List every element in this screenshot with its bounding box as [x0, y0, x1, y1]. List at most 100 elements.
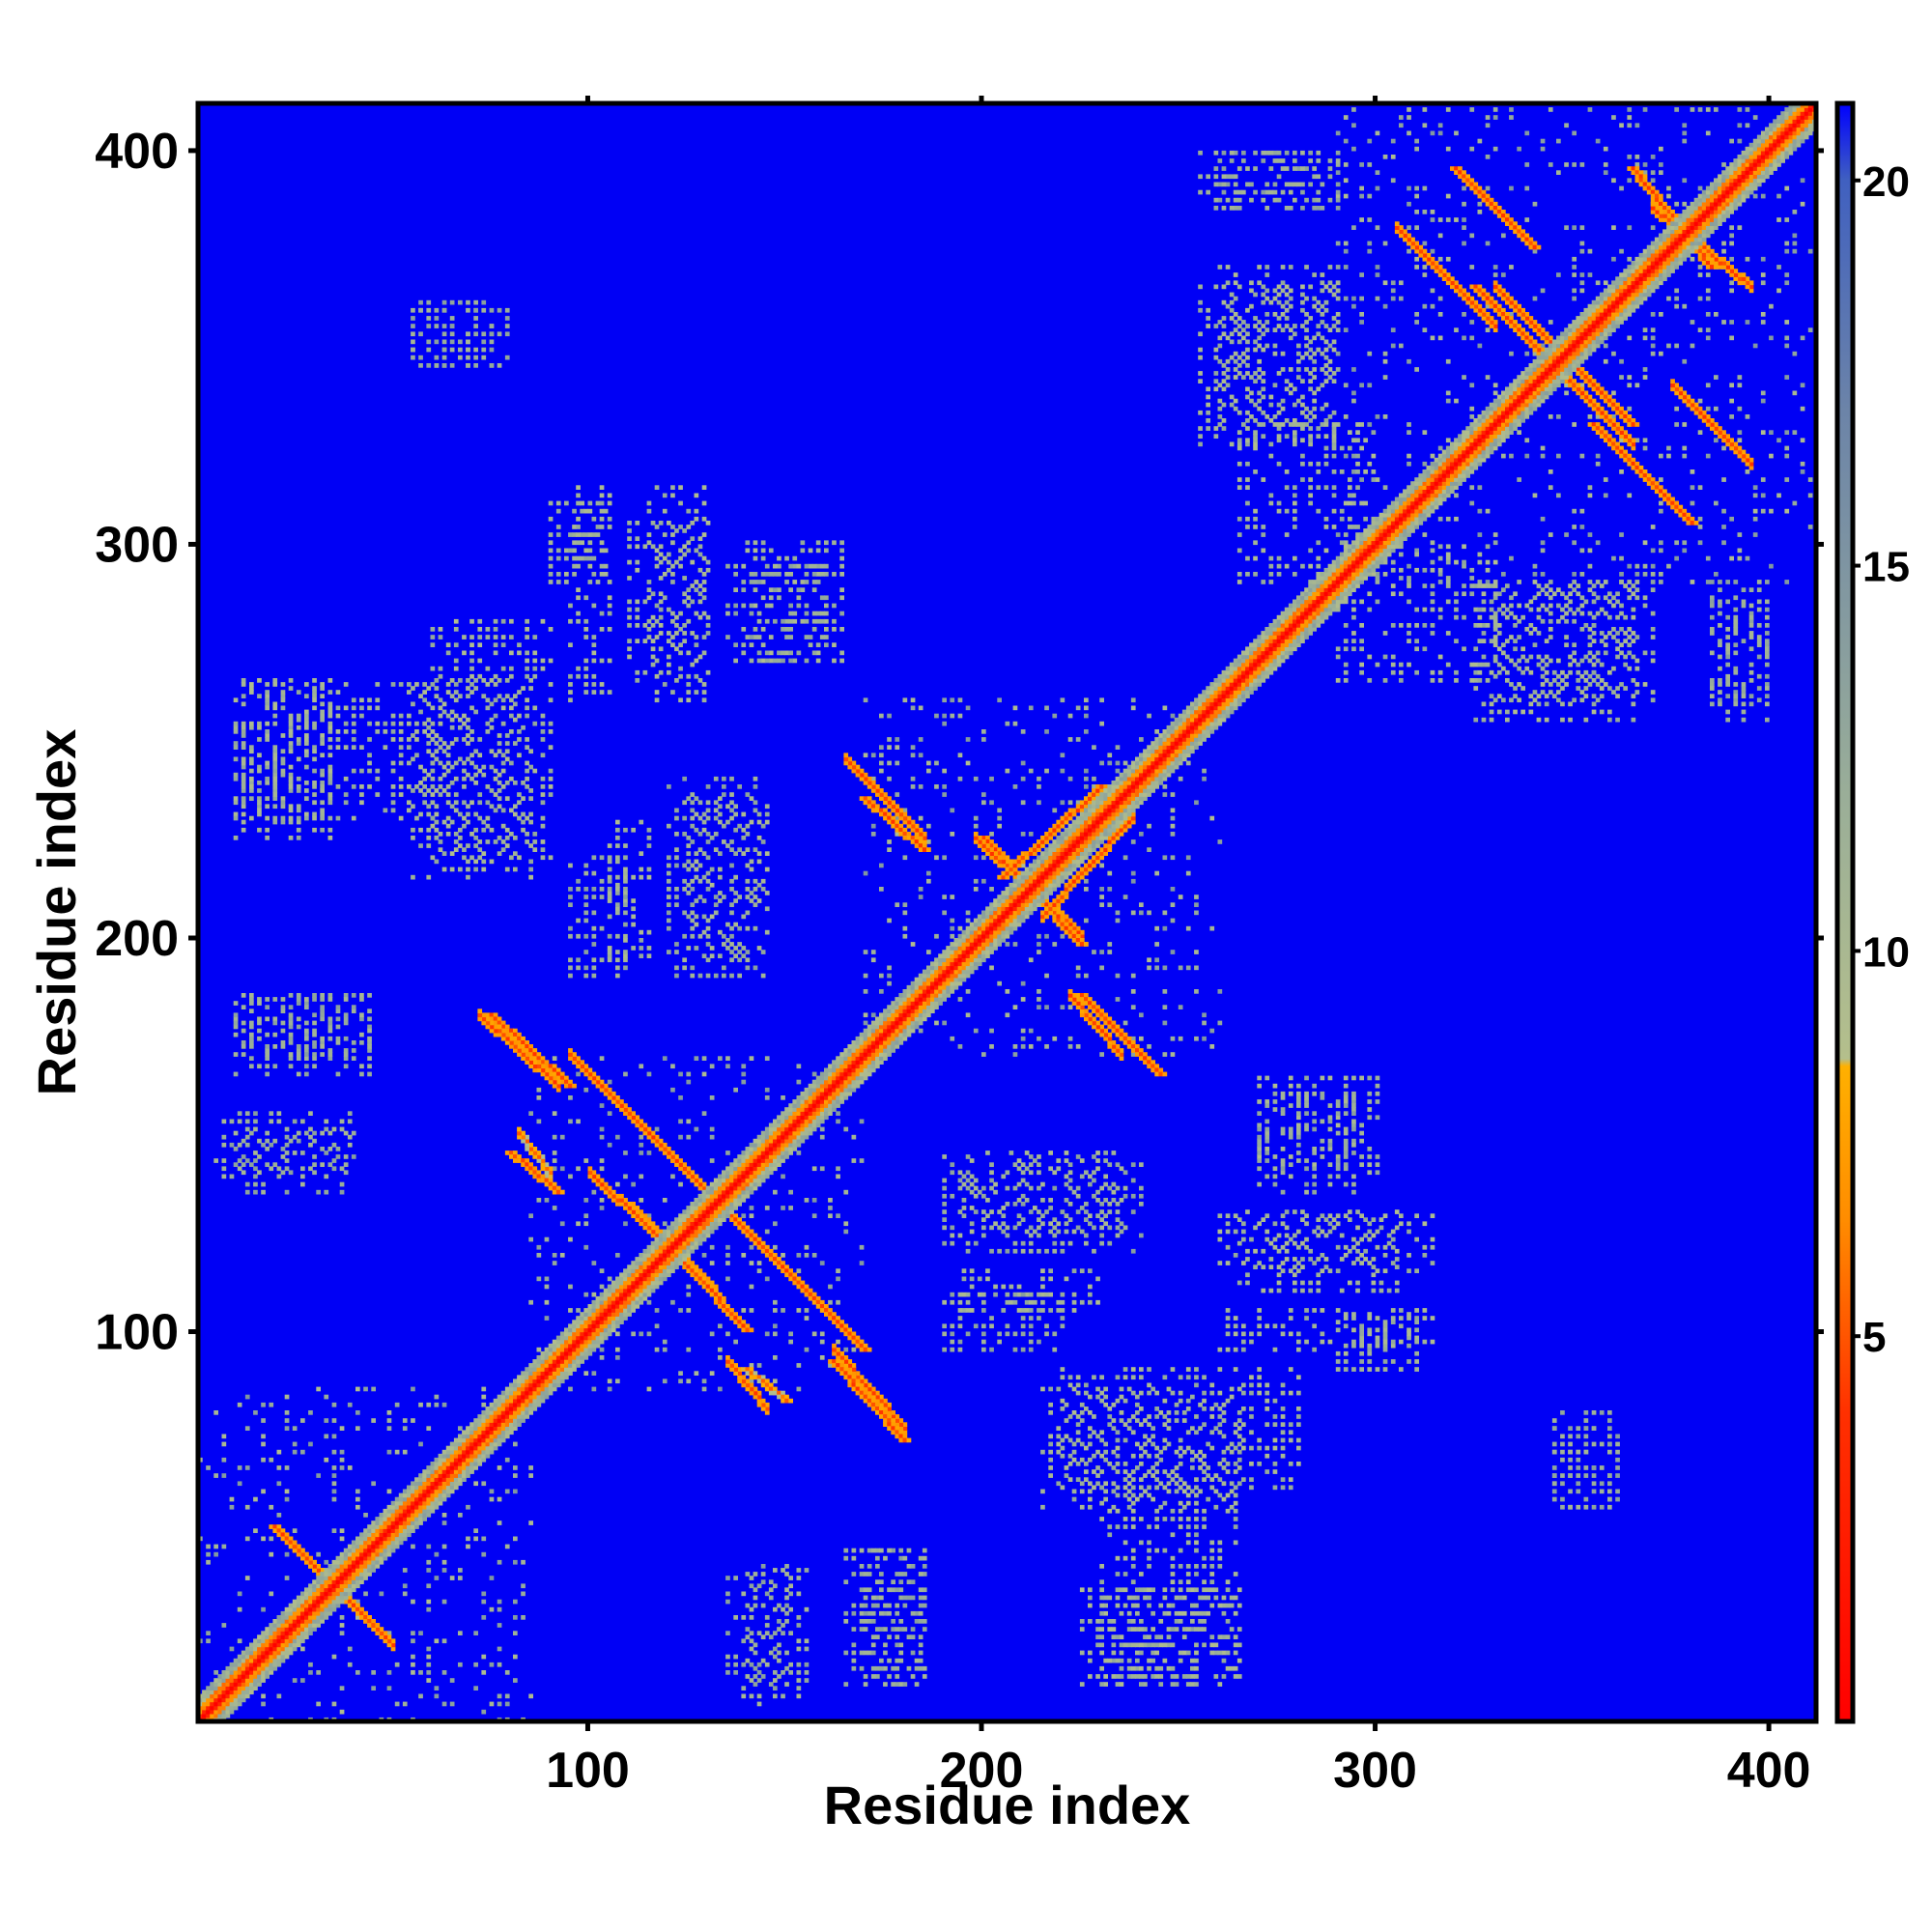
contact-region-cell	[1229, 316, 1235, 321]
domain-contact-cell	[441, 1513, 447, 1518]
contact-region-cell	[764, 851, 770, 856]
domain-contact-cell	[1587, 532, 1593, 537]
contact-region-cell	[1599, 639, 1605, 643]
contact-region-cell	[1323, 1257, 1329, 1262]
domain-contact-cell	[997, 697, 1002, 703]
contact-region-cell	[1343, 1253, 1349, 1258]
domain-contact-cell	[973, 815, 979, 821]
contact-region-cell	[1236, 1674, 1242, 1679]
contact-region-cell	[1288, 422, 1293, 427]
contact-region-cell	[1316, 426, 1321, 431]
contact-region-cell	[725, 635, 730, 639]
contact-region-cell	[221, 1158, 227, 1163]
contact-region-cell	[756, 618, 762, 624]
contact-region-cell	[784, 627, 789, 632]
contact-region-cell	[678, 525, 683, 529]
domain-contact-cell	[828, 1198, 833, 1203]
contact-region-cell	[725, 1599, 730, 1605]
domain-contact-cell	[1587, 563, 1593, 569]
domain-contact-cell	[1382, 351, 1388, 356]
contact-region-cell	[686, 882, 692, 888]
contact-region-cell	[756, 580, 762, 584]
contact-region-cell	[1607, 669, 1612, 675]
domain-contact-cell	[1595, 280, 1601, 286]
contact-region-cell	[1264, 272, 1270, 277]
domain-contact-cell	[355, 1410, 360, 1415]
contact-region-cell	[1741, 639, 1747, 643]
domain-contact-cell	[466, 1536, 470, 1542]
domain-contact-cell	[694, 1056, 699, 1061]
contact-region-cell	[922, 1564, 927, 1569]
domain-contact-cell	[528, 1473, 533, 1478]
contact-region-cell	[667, 521, 671, 526]
domain-contact-cell	[229, 1646, 235, 1652]
contact-region-cell	[749, 635, 754, 639]
contact-region-cell	[839, 658, 844, 664]
contact-region-cell	[768, 658, 774, 664]
contact-region-cell	[1048, 1457, 1053, 1463]
contact-region-cell	[733, 587, 738, 592]
contact-region-cell	[1241, 1339, 1246, 1345]
contact-region-cell	[1174, 1489, 1179, 1494]
contact-region-cell	[1111, 1650, 1117, 1656]
contact-region-cell	[1048, 1276, 1053, 1282]
contact-region-cell	[1264, 189, 1270, 195]
contact-region-cell	[320, 686, 325, 691]
domain-contact-cell	[654, 1323, 660, 1329]
domain-contact-cell	[1107, 950, 1113, 954]
contact-region-cell	[1221, 1650, 1227, 1656]
domain-contact-cell	[221, 1623, 227, 1628]
domain-contact-cell	[1492, 383, 1498, 388]
contact-region-cell	[351, 1009, 356, 1013]
contact-region-cell	[1236, 166, 1242, 171]
contact-region-cell	[280, 1009, 286, 1013]
contact-region-cell	[1335, 327, 1341, 332]
contact-region-cell	[1198, 1627, 1203, 1632]
domain-contact-cell	[1335, 265, 1341, 270]
contact-region-cell	[1375, 1154, 1380, 1159]
contact-region-cell	[898, 1642, 904, 1648]
contact-region-cell	[1190, 1489, 1195, 1494]
contact-region-cell	[1241, 1261, 1246, 1265]
contact-region-cell	[1217, 414, 1223, 419]
contact-region-cell	[324, 1189, 329, 1195]
contact-region-cell	[694, 859, 699, 865]
contact-region-cell	[1225, 367, 1231, 372]
contact-region-cell	[1135, 1595, 1140, 1601]
domain-contact-cell	[836, 1119, 840, 1124]
contact-region-cell	[1071, 1229, 1077, 1235]
contact-region-cell	[1316, 434, 1321, 439]
domain-contact-cell	[615, 1378, 620, 1384]
contact-region-cell	[1556, 673, 1561, 679]
contact-region-cell	[411, 756, 415, 762]
domain-contact-cell	[997, 815, 1002, 821]
contact-region-cell	[1320, 422, 1325, 427]
domain-contact-cell	[989, 776, 994, 781]
domain-contact-cell	[1492, 532, 1498, 537]
domain-contact-cell	[1524, 130, 1530, 136]
domain-contact-cell	[942, 855, 947, 861]
contact-region-cell	[1765, 717, 1770, 723]
contact-region-cell	[288, 819, 294, 825]
contact-region-cell	[1710, 682, 1715, 687]
contact-region-cell	[359, 1032, 364, 1037]
contact-region-cell	[1257, 1151, 1262, 1155]
contact-region-cell	[1048, 1386, 1053, 1392]
domain-contact-cell	[1115, 918, 1121, 923]
contact-region-cell	[276, 1111, 282, 1116]
domain-contact-cell	[828, 1299, 833, 1305]
contact-region-cell	[1257, 327, 1262, 332]
contact-region-cell	[1143, 1587, 1148, 1593]
contact-region-cell	[304, 1048, 309, 1053]
contact-region-cell	[1741, 694, 1747, 698]
contact-region-cell	[1599, 583, 1605, 588]
plot-area	[195, 100, 1819, 1724]
contact-region-cell	[1249, 1236, 1254, 1242]
contact-region-cell	[1221, 1418, 1227, 1423]
domain-contact-cell	[552, 1253, 557, 1258]
domain-contact-cell	[1642, 367, 1648, 372]
domain-contact-cell	[1217, 989, 1223, 994]
contact-region-cell	[788, 1591, 793, 1597]
contact-region-cell	[1524, 627, 1530, 632]
domain-contact-cell	[950, 895, 955, 899]
